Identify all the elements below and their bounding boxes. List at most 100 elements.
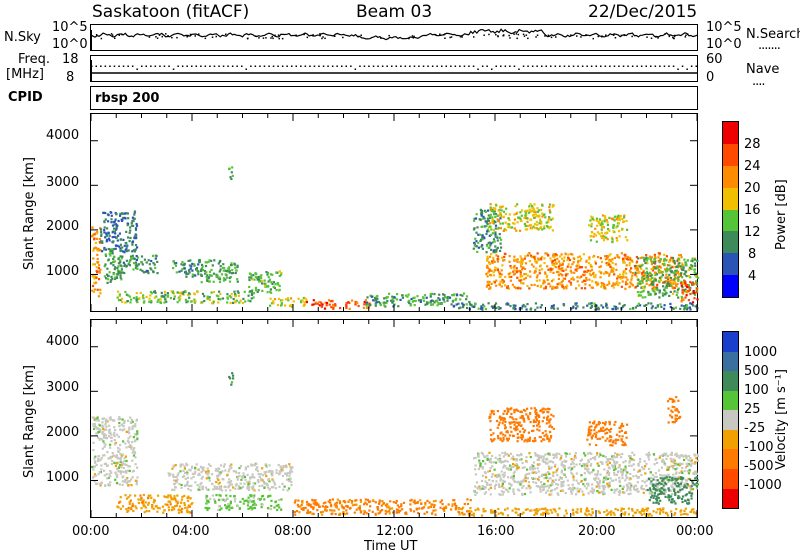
xtick-4: 16:00 <box>477 524 515 539</box>
velocity-cell <box>189 497 192 500</box>
power-cell <box>101 241 104 244</box>
power-cell <box>643 258 646 261</box>
power-cell <box>135 292 138 295</box>
velocity-cell <box>474 456 477 459</box>
velocity-cell <box>693 471 696 474</box>
velocity-cell <box>145 510 148 513</box>
velocity-cell <box>377 502 381 505</box>
power-cell <box>531 214 535 217</box>
velocity-cell <box>234 487 237 490</box>
power-cell <box>267 271 270 275</box>
velocity-cell <box>587 482 590 485</box>
velocity-cell <box>104 484 107 487</box>
velocity-cell <box>611 464 614 467</box>
velocity-cell <box>228 375 231 379</box>
power-cell <box>552 204 555 207</box>
velocity-cell <box>277 503 280 507</box>
power-cell <box>503 228 506 231</box>
velocity-cell <box>122 466 125 470</box>
velocity-cell <box>512 418 515 421</box>
velocity-cell <box>541 411 544 414</box>
velocity-cell <box>649 482 652 485</box>
velocity-cell <box>347 500 350 503</box>
velocity-cell <box>308 511 311 514</box>
velocity-cell <box>601 436 604 439</box>
velocity-cb-segment <box>723 351 738 372</box>
power-cell <box>339 307 342 310</box>
power-cell <box>120 219 124 222</box>
velocity-cell <box>608 421 611 424</box>
power-cell <box>422 297 425 300</box>
power-cell <box>544 252 547 255</box>
velocity-cell <box>486 483 489 486</box>
power-cell <box>554 260 557 264</box>
power-cell <box>679 282 683 285</box>
velocity-cell <box>506 453 509 456</box>
power-cell <box>640 280 643 283</box>
power-cell <box>519 273 522 276</box>
velocity-cell <box>102 428 105 431</box>
power-cell <box>564 285 568 288</box>
power-cell <box>278 288 281 291</box>
power-cell <box>270 281 273 284</box>
power-cell <box>104 253 107 256</box>
velocity-cell <box>104 437 107 440</box>
velocity-cell <box>219 508 222 511</box>
velocity-cell <box>525 413 528 416</box>
velocity-cell <box>355 508 358 511</box>
velocity-cell <box>434 513 437 516</box>
power-cell <box>634 273 637 276</box>
power-cell <box>650 302 653 305</box>
power-cell <box>604 271 607 274</box>
power-cell <box>676 291 679 294</box>
velocity-cell <box>479 465 482 468</box>
velocity-cell <box>559 458 562 461</box>
power-cell <box>284 304 287 307</box>
velocity-cell <box>614 452 617 455</box>
power-cell <box>181 260 184 264</box>
power-cell <box>578 284 581 287</box>
power-cell <box>549 267 552 270</box>
power-cell <box>474 237 477 240</box>
velocity-cell <box>595 485 598 488</box>
velocity-cell <box>503 474 506 477</box>
power-cell <box>488 241 491 244</box>
power-cell <box>321 303 324 306</box>
power-cell <box>575 307 578 310</box>
power-cell <box>304 297 307 300</box>
power-cell <box>119 264 122 267</box>
velocity-cell <box>129 416 132 419</box>
power-cell <box>189 259 192 262</box>
velocity-cell <box>400 503 403 506</box>
power-cell <box>182 290 185 294</box>
velocity-cell <box>351 500 354 503</box>
power-cell <box>526 224 529 228</box>
velocity-cell <box>372 499 375 502</box>
velocity-cell <box>235 482 238 486</box>
velocity-cell <box>227 505 230 508</box>
power-cell <box>427 301 430 304</box>
power-cell <box>533 271 536 274</box>
velocity-cell <box>127 437 130 440</box>
velocity-cell <box>324 509 327 512</box>
power-cell <box>519 255 522 258</box>
power-cell <box>332 307 335 310</box>
velocity-cell <box>598 421 602 424</box>
velocity-cell <box>528 452 531 455</box>
power-cell <box>226 270 229 273</box>
velocity-cell <box>180 486 183 489</box>
velocity-cell <box>122 425 125 428</box>
power-cell <box>108 239 111 242</box>
power-cb-tick-24: 24 <box>744 159 761 174</box>
power-cell <box>498 271 501 274</box>
velocity-cell <box>626 484 629 487</box>
velocity-cell <box>136 430 139 433</box>
power-cell <box>509 271 512 275</box>
power-cell <box>613 219 616 222</box>
velocity-cell <box>92 416 95 420</box>
power-cell <box>612 270 615 274</box>
power-cell <box>511 222 515 225</box>
velocity-cell <box>328 509 332 512</box>
power-cell <box>582 253 585 256</box>
velocity-cell <box>265 482 268 485</box>
